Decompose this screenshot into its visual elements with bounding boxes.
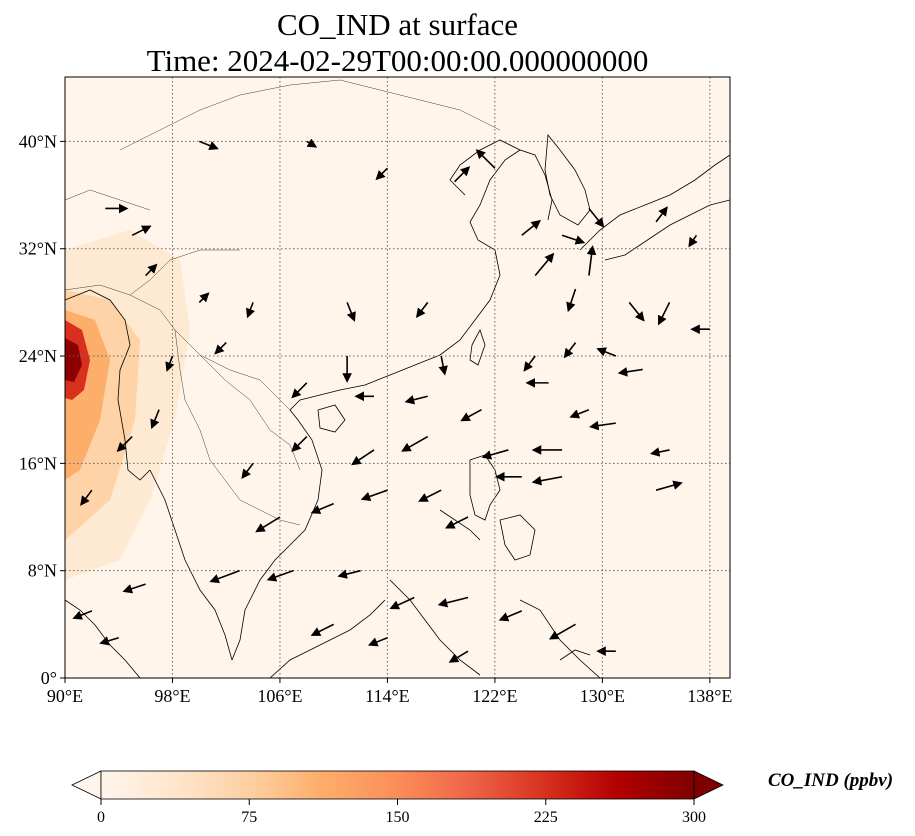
colorbar-gradient: [100, 770, 695, 800]
wind-vector: [415, 301, 429, 319]
wind-vector: [617, 367, 643, 377]
wind-vector: [523, 355, 536, 372]
wind-vector: [521, 219, 542, 236]
wind-vector: [481, 449, 509, 460]
lat-tick-label: 8°N: [28, 561, 57, 581]
latitude-ticks: 0° 8°N 16°N 24°N 32°N 40°N: [19, 131, 65, 688]
wind-vector: [291, 382, 308, 399]
wind-vector: [165, 355, 175, 372]
wind-vector: [563, 342, 577, 359]
colorbar-extend-min: [71, 770, 102, 800]
wind-vector: [561, 234, 586, 245]
wind-vector: [460, 408, 482, 422]
wind-vector: [99, 636, 119, 646]
wind-vector: [589, 420, 616, 431]
lon-tick-label: 114°E: [365, 686, 410, 706]
wind-vector: [655, 206, 668, 223]
colorbar: 0 75 150 225 300: [71, 770, 724, 826]
wind-vector: [122, 583, 146, 594]
colorbar-tick-label: 300: [682, 809, 706, 826]
longitude-ticks: 90°E 98°E 106°E 114°E 122°E 130°E 138°E: [47, 678, 732, 706]
lat-tick-label: 24°N: [19, 346, 57, 366]
lon-tick-label: 122°E: [472, 686, 517, 706]
wind-vector: [534, 252, 555, 277]
wind-vector: [658, 302, 671, 326]
wind-vector: [548, 623, 576, 640]
wind-vector: [628, 301, 645, 322]
wind-vector: [360, 489, 388, 502]
wind-vector: [569, 408, 590, 419]
wind-vector: [310, 623, 335, 636]
wind-vector: [131, 225, 152, 237]
wind-vector: [437, 596, 469, 608]
colorbar-tick-label: 225: [534, 809, 558, 826]
wind-vector: [337, 569, 361, 579]
lon-tick-label: 98°E: [154, 686, 190, 706]
wind-vector: [310, 502, 334, 514]
wind-vector: [596, 347, 617, 357]
wind-vector: [566, 288, 577, 313]
wind-vector: [150, 409, 160, 430]
map-frame: [64, 76, 731, 679]
wind-vector: [389, 596, 415, 610]
wind-vector: [454, 166, 471, 183]
wind-vector: [346, 302, 356, 322]
wind-vector: [531, 475, 563, 486]
wind-vector: [375, 167, 388, 181]
colorbar-label: CO_IND (ppbv): [768, 770, 894, 791]
wind-vector: [291, 435, 308, 453]
wind-vector: [80, 489, 93, 506]
wind-vector: [116, 435, 133, 453]
wind-vector: [266, 569, 294, 582]
wind-vector: [588, 207, 605, 228]
wind-vector: [255, 516, 281, 533]
wind-vector: [199, 140, 219, 151]
gridlines: [65, 77, 730, 678]
lon-tick-label: 106°E: [257, 686, 302, 706]
wind-vector: [404, 395, 428, 405]
wind-vector: [586, 245, 597, 276]
wind-vector: [438, 355, 448, 376]
wind-vector: [655, 480, 683, 491]
lon-tick-label: 90°E: [47, 686, 83, 706]
colorbar-tick-label: 0: [97, 809, 105, 826]
lat-tick-label: 40°N: [19, 131, 57, 151]
wind-vector: [448, 650, 469, 663]
wind-vector: [444, 516, 469, 529]
figure-title: CO_IND at surface: [276, 7, 519, 42]
colorbar-tick-label: 75: [241, 809, 257, 826]
wind-vector: [241, 462, 254, 480]
wind-vector: [306, 138, 318, 148]
wind-vector: [418, 489, 442, 502]
colorbar-ticks: 0 75 150 225 300: [97, 799, 706, 826]
wind-vector: [245, 302, 255, 319]
coastlines: [65, 133, 730, 678]
co-plume-darkred: [65, 338, 82, 382]
lon-tick-label: 138°E: [687, 686, 732, 706]
wind-vector: [475, 149, 496, 169]
colorbar-tick-label: 150: [386, 809, 410, 826]
wind-vector: [367, 637, 388, 647]
lat-tick-label: 16°N: [19, 453, 57, 473]
wind-vector: [198, 292, 210, 303]
wind-vector: [214, 342, 227, 355]
wind-vectors: [72, 138, 710, 663]
wind-vector: [351, 449, 375, 466]
wind-vector: [401, 435, 429, 452]
wind-vector: [688, 234, 698, 248]
wind-vector: [72, 610, 93, 620]
lat-tick-label: 0°: [41, 668, 57, 688]
wind-vector: [145, 263, 158, 277]
colorbar-extend-max: [693, 770, 724, 800]
lon-tick-label: 130°E: [580, 686, 625, 706]
wind-vector: [498, 610, 523, 622]
figure-subtitle-time: Time: 2024-02-29T00:00:00.000000000: [146, 43, 649, 78]
wind-vector: [649, 447, 670, 457]
lat-tick-label: 32°N: [19, 239, 57, 259]
wind-vector: [209, 569, 240, 584]
